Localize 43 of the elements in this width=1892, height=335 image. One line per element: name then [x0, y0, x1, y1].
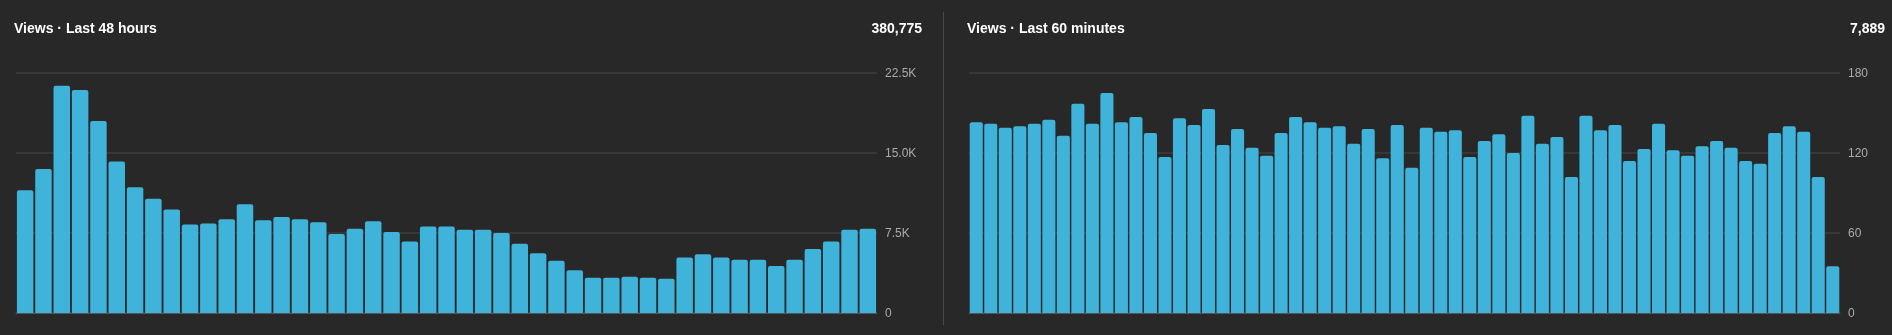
bar [786, 259, 803, 313]
bar [859, 228, 877, 313]
bar [474, 229, 492, 313]
y-tick-label: 60 [1848, 226, 1862, 240]
y-tick-label: 22.5K [885, 66, 917, 80]
bar [35, 169, 52, 313]
y-tick-label: 0 [1848, 306, 1855, 320]
text: 7,889 [1849, 20, 1886, 36]
bar [364, 221, 382, 313]
bar [584, 277, 602, 313]
chart-title: Views · Last 48 hours [14, 20, 158, 36]
bar [126, 187, 144, 313]
bar [841, 229, 858, 313]
y-tick-label: 7.5K [885, 226, 910, 240]
bar [822, 241, 840, 313]
bar [529, 253, 547, 313]
bar [511, 243, 529, 313]
bar [181, 224, 199, 313]
y-tick-label: 15.0K [885, 146, 917, 160]
bar [401, 241, 419, 313]
bar [749, 259, 767, 313]
bar [108, 161, 125, 313]
bar [419, 226, 437, 313]
bar [493, 233, 510, 313]
bar [291, 219, 309, 313]
bar [438, 226, 455, 313]
bar [768, 266, 785, 313]
bar [694, 254, 712, 313]
y-tick-label: 120 [1848, 146, 1869, 160]
bar [346, 228, 364, 313]
bar [236, 204, 254, 313]
bar [71, 90, 89, 313]
bar [53, 85, 71, 313]
bar [456, 229, 474, 313]
bar [90, 121, 107, 313]
bar [639, 277, 657, 313]
text: 380,775 [871, 20, 923, 36]
y-tick-label: 180 [1848, 66, 1869, 80]
bar [804, 249, 822, 313]
y-tick-label: 0 [885, 306, 892, 320]
chart-title: Views · Last 60 minutes [967, 20, 1125, 36]
bar [383, 231, 400, 313]
bar [16, 190, 34, 313]
